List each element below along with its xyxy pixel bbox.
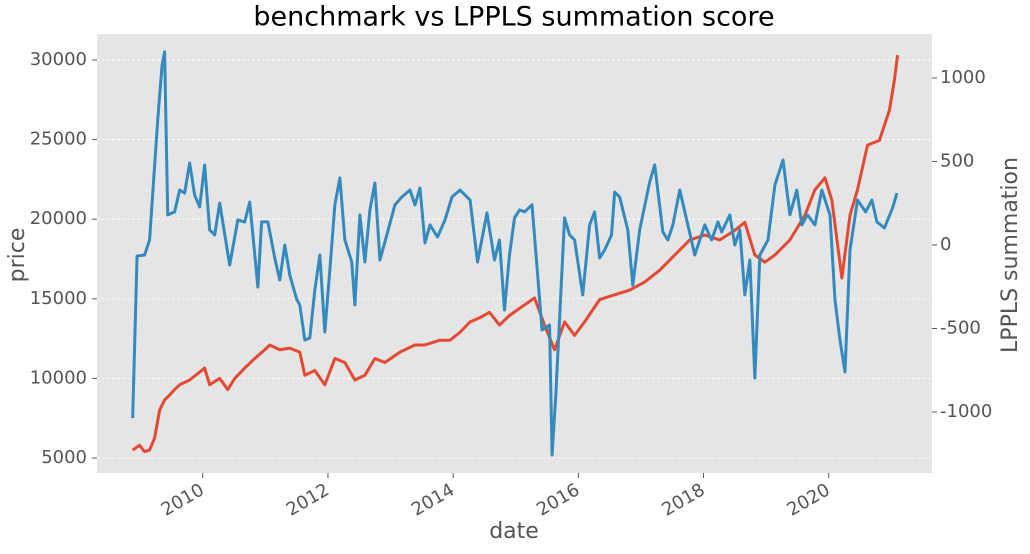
x-tick-label: 2016 [533,479,583,520]
y-axis-label: price [5,228,30,283]
y-tick-label: 30000 [30,49,87,70]
y2-tick-label: 0 [940,234,951,255]
x-tick-label: 2012 [283,479,333,520]
y2-axis-label: LPPLS summation [998,157,1023,353]
y-tick-label: 15000 [30,288,87,309]
y2-tick-label: -500 [940,318,981,339]
x-tick-label: 2014 [408,479,458,520]
lines [131,50,900,457]
chart-title: benchmark vs LPPLS summation score [253,2,774,33]
y2-tick-label: 500 [940,150,974,171]
y-tick-label: 10000 [30,367,87,388]
plot-area [97,34,932,473]
series-line [131,50,899,457]
x-tick-label: 2020 [784,479,834,520]
x-tick-label: 2010 [158,479,208,520]
x-tick-label: 2018 [658,479,708,520]
y2-tick-label: -1000 [940,401,992,422]
series-line [131,54,900,454]
x-axis-label: date [489,519,539,544]
y-tick-label: 20000 [30,208,87,229]
y-tick-label: 25000 [30,129,87,150]
y2-tick-label: 1000 [940,67,986,88]
y-tick-label: 5000 [41,447,87,468]
